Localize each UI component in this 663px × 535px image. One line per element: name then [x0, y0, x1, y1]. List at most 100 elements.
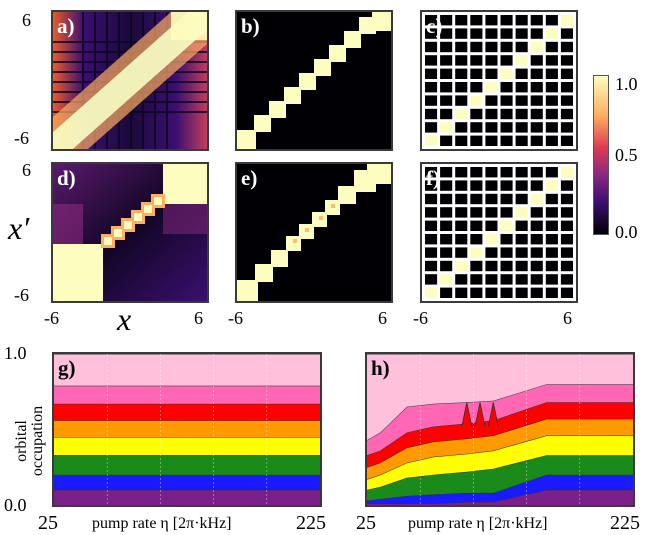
- grid-cell: [425, 95, 438, 106]
- grid-cell: [425, 274, 438, 285]
- occupation-band: [367, 418, 633, 480]
- grid-cell: [500, 247, 513, 258]
- grid-cell: [440, 82, 453, 93]
- g-x-tick-left: 25: [38, 512, 58, 534]
- x-tick-right-f: 6: [563, 308, 572, 328]
- grid-cell: [500, 122, 513, 133]
- grid-cell: [545, 247, 558, 258]
- grid-cell: [485, 28, 498, 39]
- grid-cell: [530, 207, 543, 218]
- grid-cell: [560, 41, 573, 53]
- occupation-band: [54, 420, 320, 437]
- y-tick-top-a: 6: [22, 10, 31, 30]
- grid-cell: [515, 68, 528, 79]
- grid-cell: [560, 108, 573, 120]
- grid-cell: [425, 55, 438, 66]
- grid-cell-diagonal: [560, 167, 573, 178]
- grid-cell: [545, 95, 558, 106]
- grid-cell: [455, 55, 468, 66]
- grid-cell: [515, 41, 528, 53]
- grid-cell: [530, 220, 543, 231]
- grid-cell: [560, 287, 573, 298]
- heatmap-c: [425, 15, 573, 146]
- grid-cell: [470, 207, 483, 218]
- grid-cell: [425, 193, 438, 205]
- grid-cell: [470, 180, 483, 191]
- grid-cell: [455, 220, 468, 231]
- grid-cell: [470, 68, 483, 79]
- grid-cell: [455, 207, 468, 218]
- grid-cell: [440, 108, 453, 120]
- panel-label-a: a): [57, 14, 75, 38]
- grid-cell: [485, 260, 498, 272]
- grid-cell-diagonal: [515, 55, 528, 66]
- grid-cell: [500, 167, 513, 178]
- grid-cell: [530, 95, 543, 106]
- occupation-band: [54, 354, 320, 386]
- grid-cell: [485, 108, 498, 120]
- grid-cell: [455, 82, 468, 93]
- grid-cell: [530, 108, 543, 120]
- spike-red: [487, 402, 499, 427]
- grid-cell: [455, 167, 468, 178]
- y-tick-bottom-a: -6: [14, 128, 29, 148]
- grid-cell: [440, 95, 453, 106]
- grid-cell: [530, 55, 543, 66]
- grid-cell: [440, 135, 453, 146]
- occupation-band: [54, 489, 320, 505]
- grid-cell: [455, 180, 468, 191]
- grid-cell: [425, 108, 438, 120]
- x-tick-left-d: -6: [44, 308, 59, 328]
- occupation-band: [367, 384, 633, 456]
- y-tick-top-d: 6: [22, 160, 31, 180]
- grid-cell: [545, 167, 558, 178]
- colorbar-tick-1: 1.0: [615, 74, 638, 94]
- grid-cell: [560, 220, 573, 231]
- grid-cell: [515, 260, 528, 272]
- g-x-tick-right: 225: [296, 512, 326, 534]
- occupation-band: [367, 489, 633, 505]
- grid-cell: [530, 135, 543, 146]
- grid-cell: [470, 287, 483, 298]
- grid-cell: [500, 82, 513, 93]
- grid-cell: [485, 220, 498, 231]
- panel-label-e: e): [241, 166, 258, 190]
- grid-cell: [515, 167, 528, 178]
- grid-cell: [485, 207, 498, 218]
- occupation-band: [54, 403, 320, 421]
- grid-cell: [545, 108, 558, 120]
- grid-cell-diagonal: [440, 274, 453, 285]
- grid-cell: [560, 122, 573, 133]
- grid-cell: [425, 167, 438, 178]
- grid-cell: [545, 122, 558, 133]
- grid-cell-diagonal: [470, 247, 483, 258]
- grid-cell: [485, 55, 498, 66]
- grid-cell: [530, 260, 543, 272]
- grid-cell: [470, 274, 483, 285]
- grid-cell: [440, 260, 453, 272]
- grid-cell: [440, 68, 453, 79]
- grid-cell: [425, 234, 438, 245]
- g-y-axis-label-line1: orbital: [13, 420, 30, 462]
- grid-cell: [500, 193, 513, 205]
- grid-cell: [500, 260, 513, 272]
- heatmap-f: [425, 167, 573, 298]
- grid-cell: [470, 122, 483, 133]
- grid-cell: [545, 193, 558, 205]
- heatmap-a: [53, 12, 207, 149]
- grid-cell: [560, 180, 573, 191]
- grid-cell: [440, 167, 453, 178]
- grid-cell: [470, 220, 483, 231]
- grid-cell: [545, 234, 558, 245]
- grid-cell: [530, 234, 543, 245]
- spike-red: [474, 402, 486, 427]
- grid-cell: [455, 68, 468, 79]
- grid-cell: [485, 193, 498, 205]
- grid-cell: [545, 68, 558, 79]
- grid-cell-diagonal: [485, 234, 498, 245]
- x-tick-left-f: -6: [413, 308, 428, 328]
- panel-c: c): [420, 10, 578, 151]
- occupation-band: [367, 402, 633, 468]
- colorbar-tick-05: 0.5: [615, 145, 638, 165]
- h-x-tick-right: 225: [610, 512, 640, 534]
